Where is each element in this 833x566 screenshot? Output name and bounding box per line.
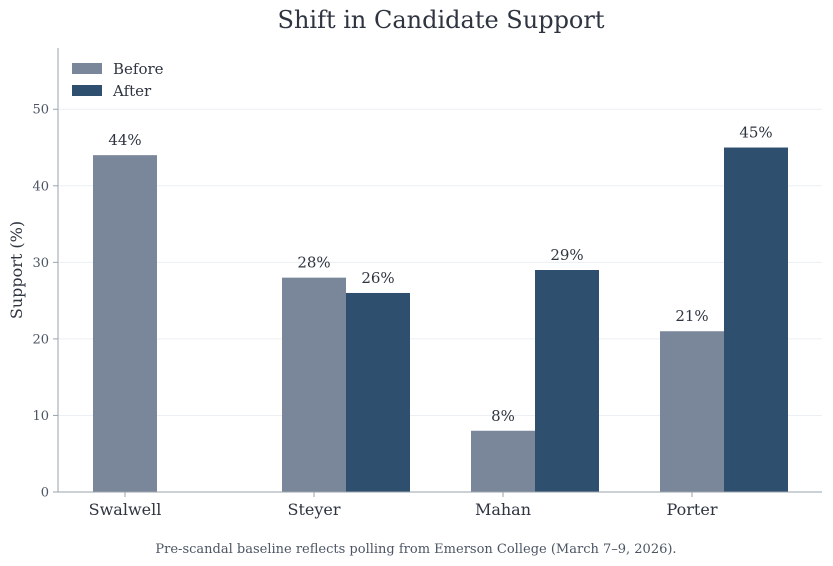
- x-tick-label: Porter: [667, 500, 718, 519]
- axes: 0 10 20 30 40 50 Swalwell Steyer Mahan Porter: [32, 48, 822, 519]
- bar-after-steyer: [346, 292, 410, 492]
- legend-swatch-before: [72, 63, 102, 74]
- data-label: 21%: [675, 307, 708, 325]
- y-axis-label: Support (%): [7, 221, 26, 319]
- data-label: 29%: [550, 246, 583, 264]
- legend-label-before: Before: [113, 60, 164, 78]
- bars: [93, 147, 788, 492]
- x-tick-label: Mahan: [475, 500, 531, 519]
- y-tick-label: 10: [32, 409, 49, 424]
- bar-after-porter: [724, 147, 788, 492]
- bar-after-mahan: [535, 270, 599, 492]
- chart-title: Shift in Candidate Support: [278, 6, 605, 34]
- y-tick-label: 20: [32, 332, 49, 347]
- bar-before-mahan: [471, 430, 535, 492]
- data-label: 45%: [739, 124, 772, 142]
- x-tick-label: Steyer: [287, 500, 340, 519]
- data-label: 28%: [297, 254, 330, 272]
- bar-before-porter: [660, 331, 724, 492]
- bar-before-steyer: [282, 277, 346, 492]
- y-tick-label: 30: [32, 256, 49, 271]
- data-label: 8%: [491, 407, 515, 425]
- footnote: Pre-scandal baseline reflects polling fr…: [155, 542, 676, 557]
- data-label: 44%: [108, 131, 141, 149]
- data-labels: 44% 28% 26% 8% 29% 21% 45%: [108, 124, 772, 425]
- legend-swatch-after: [72, 85, 102, 96]
- legend: Before After: [72, 60, 164, 100]
- legend-label-after: After: [112, 82, 152, 100]
- y-tick-label: 50: [32, 103, 49, 118]
- x-tick-label: Swalwell: [89, 500, 162, 519]
- y-tick-label: 0: [41, 486, 49, 501]
- bar-before-swalwell: [93, 155, 157, 492]
- data-label: 26%: [361, 269, 394, 287]
- y-tick-label: 40: [32, 179, 49, 194]
